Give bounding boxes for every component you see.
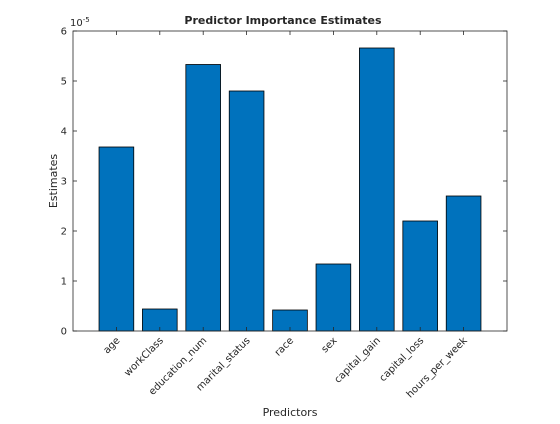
- y-tick-label: 4: [61, 127, 67, 138]
- y-tick-label: 3: [61, 177, 67, 188]
- y-exponent-base: 10: [70, 18, 83, 29]
- x-tick-label-sex: sex: [320, 335, 340, 355]
- y-tick-label: 6: [61, 27, 67, 38]
- bar-hours_per_week: [445, 195, 482, 332]
- chart-title: Predictor Importance Estimates: [184, 14, 382, 27]
- axes-box: [72, 30, 508, 332]
- x-tick-label-capital_gain: capital_gain: [333, 335, 383, 385]
- x-tick-label-age: age: [102, 335, 123, 356]
- x-tick-label-workClass: workClass: [122, 335, 165, 378]
- bar-capital_loss: [402, 220, 438, 332]
- svg-text:10-5: 10-5: [70, 16, 90, 29]
- bar-capital_gain: [359, 47, 395, 332]
- y-tick-label: 5: [61, 77, 67, 88]
- y-tick-label: 2: [61, 227, 67, 238]
- bar-sex: [315, 263, 352, 332]
- bar-education_num: [185, 64, 221, 332]
- bar-age: [98, 146, 135, 332]
- bars-layer: [98, 47, 482, 332]
- y-axis-label: Estimates: [47, 154, 60, 209]
- x-axis-label: Predictors: [263, 406, 318, 419]
- y-ticks: 0 1 2 3 4 5 6: [61, 27, 507, 338]
- x-tick-label-race: race: [273, 335, 296, 358]
- plot-frame: [72, 30, 508, 332]
- bar-marital_status: [228, 90, 265, 332]
- y-exponent-power: -5: [83, 16, 90, 24]
- y-axis-exponent: 10-5: [70, 16, 90, 29]
- y-tick-label: 1: [61, 277, 67, 288]
- y-tick-label: 0: [61, 327, 67, 338]
- x-tick-label-capital_loss: capital_loss: [378, 335, 427, 384]
